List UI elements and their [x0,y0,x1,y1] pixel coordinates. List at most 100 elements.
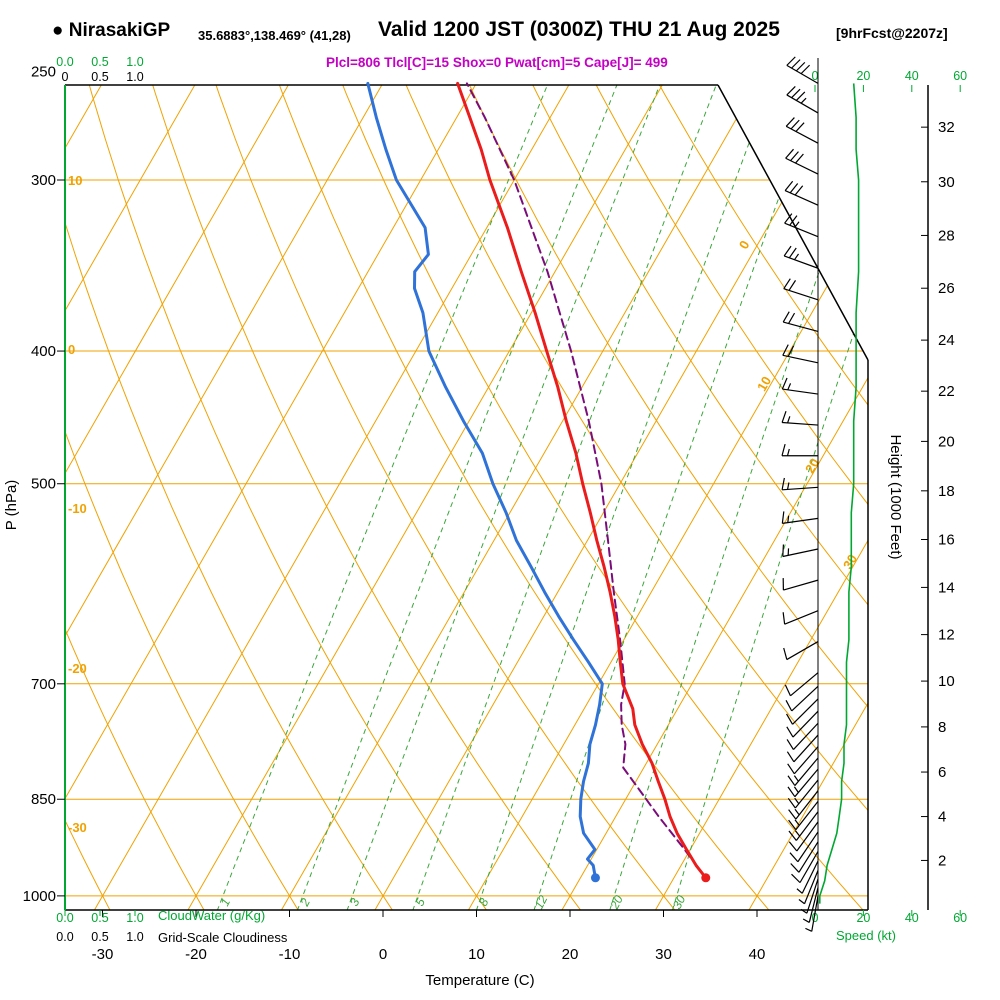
wind-barb-staff [793,746,819,775]
wind-barb [786,710,819,738]
wind-barb-staff [801,860,819,894]
height-tick-label: 8 [938,719,946,736]
dry-adiabat-line [65,85,407,910]
temperature-axis: -30 -20 -10 0 10 20 30 40 [92,910,765,963]
wind-barb-feather [785,148,794,159]
wind-barb-feather [787,345,795,357]
isotherm-line [643,85,868,910]
wind-barb [800,878,819,914]
cloudwater-top-tick-label: 1.0 [126,55,143,69]
dry-adiabat-line [389,85,868,910]
adiabat-label: -10 [68,501,87,516]
cloudiness-top-tick-label: 0 [62,70,69,84]
wind-barb [781,377,819,395]
cloudwater-top-tick-label: 0.5 [91,55,108,69]
temperature-profile-line [456,81,708,880]
speed-axis-label: Speed (kt) [836,928,896,943]
wind-barb-feather [789,215,798,226]
temperature-tick-label: 30 [655,946,672,963]
wind-barb-feather [786,86,796,96]
wind-barb [788,821,819,852]
isotherm-line [65,85,210,910]
isotherm-line [269,85,771,910]
wind-barb-feather [783,278,791,290]
cloudiness-bottom-tick-label: 0.0 [56,930,73,944]
wind-barb [781,511,819,524]
wind-barb-feather [781,477,785,490]
wind-barb [805,895,819,932]
wind-barb-half-feather [794,830,801,837]
mixing-ratio-line [340,85,661,910]
cloudwater-bottom-tick-label: 0.5 [91,911,108,925]
wind-barb-feather [795,122,805,132]
dry-adiabat-line [451,85,868,910]
wind-barb-feather [791,88,801,99]
pressure-tick-label: 300 [31,172,56,189]
wind-barb-feather [790,863,800,873]
adiabat-label: 10 [68,173,82,188]
pressure-tick-label: 1000 [23,888,56,905]
wind-barb [782,578,819,591]
wind-barb [790,841,819,873]
mixing-ratio-label: 1 [218,896,234,908]
wind-barb-feather [790,151,799,162]
wind-barb-staff [806,878,819,914]
cloudwater-top-tick-label: 0.0 [56,55,73,69]
wind-barb-staff [811,895,819,932]
dry-adiabat-line [576,85,868,910]
wind-barb-feather [782,344,789,356]
wind-barb [786,734,819,763]
wind-barb-half-feather [794,819,800,826]
dewpoint-profile-line [366,81,604,880]
temperature-tick-label: -30 [92,946,114,963]
sounding-profiles [366,81,711,883]
wind-barb-staff [786,641,819,661]
adiabat-label: -30 [68,820,87,835]
wind-barb [784,213,819,238]
valid-time-title: Valid 1200 JST (0300Z) THU 21 Aug 2025 [378,18,780,41]
temperature-axis-title: Temperature (C) [425,972,535,989]
wind-barb-feather [788,841,798,852]
wind-barb-staff [783,579,819,591]
speed-top-tick-label: 40 [905,69,919,83]
speed-top-tick-label: 0 [812,69,819,83]
cloudwater-bottom-tick-label: 1.0 [126,911,143,925]
wind-barb-half-feather [805,927,813,932]
adiabat-label: -20 [68,661,87,676]
wind-barb-feather [800,64,811,75]
wind-barb-feather [786,713,794,725]
dry-adiabat-line [202,85,692,910]
wind-barb-staff [783,321,819,332]
pressure-tick-label: 700 [31,676,56,693]
dry-adiabat-line [65,85,122,910]
height-tick-label: 6 [938,764,946,781]
wind-barb-feather [786,56,796,66]
mixing-ratio-label: 20 [607,893,626,912]
wind-barb-staff [785,125,819,144]
dry-adiabat-line [78,85,502,910]
wind-barb-feather [781,443,786,456]
wind-barb-staff [784,610,819,625]
temperature-tick-label: 20 [562,946,579,963]
surface-dewpoint-dot [590,873,600,883]
wind-barb [784,180,819,206]
wind-barb-half-feather [793,786,799,793]
cloudiness-axis-label: Grid-Scale Cloudiness [158,930,288,945]
wind-barb-half-feather [802,918,810,923]
wind-barb [787,757,819,786]
wind-barb-feather [781,410,787,423]
speed-top-tick-label: 20 [856,69,870,83]
height-tick-label: 16 [938,531,955,548]
wind-barb-feather [782,544,785,557]
wind-barb-staff [793,734,819,763]
wind-barb [783,245,819,269]
frame-diagonal-cut [717,84,869,361]
wind-barb [781,410,819,426]
mixing-ratio-label: 12 [532,893,551,912]
cloudwater-bottom-tick-label: 0.0 [56,911,73,925]
wind-barb-staff [784,190,819,206]
temperature-tick-label: 0 [379,946,387,963]
dry-adiabat-line [65,85,217,910]
wind-barb-staff [803,870,819,904]
wind-barb [783,641,819,661]
